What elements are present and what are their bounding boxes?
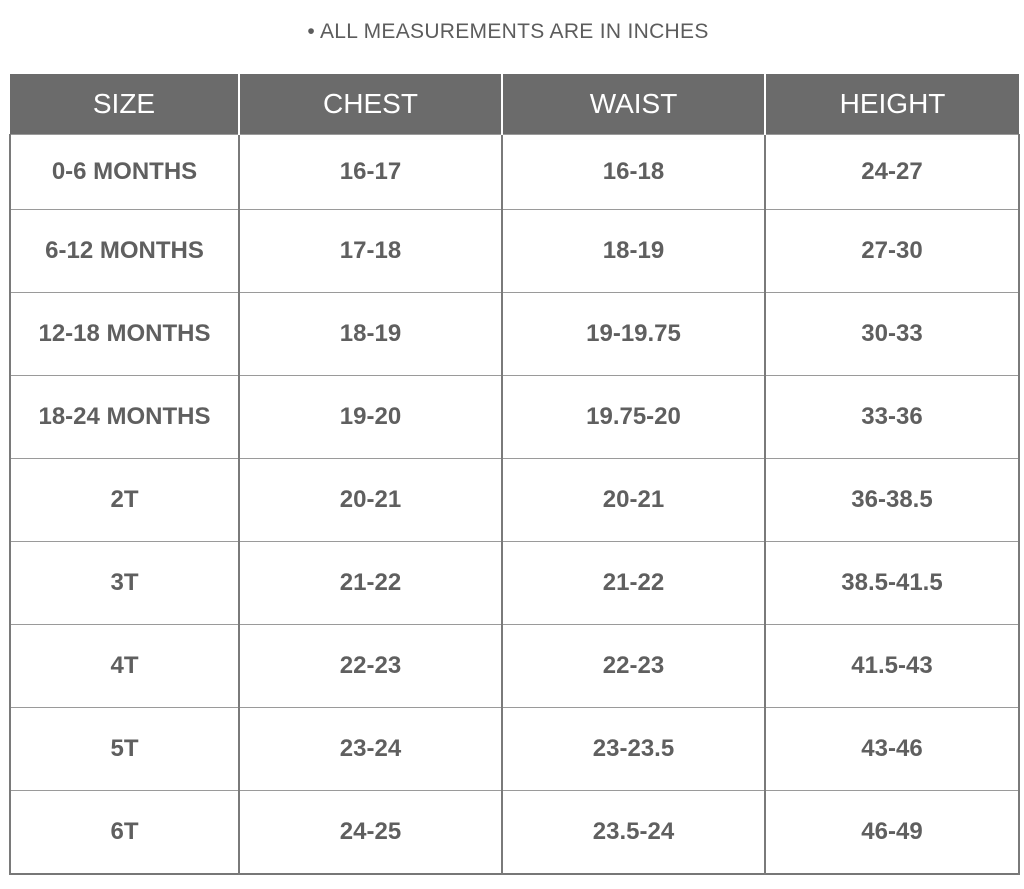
table-row: 18-24 MONTHS 19-20 19.75-20 33-36 — [9, 375, 1020, 459]
size-chart-table: SIZE CHEST WAIST HEIGHT 0-6 MONTHS 16-17… — [9, 74, 1020, 875]
chest-cell: 21-22 — [238, 541, 503, 625]
size-cell: 5T — [9, 707, 240, 791]
size-cell: 3T — [9, 541, 240, 625]
waist-cell: 22-23 — [501, 624, 766, 708]
table-row: 6-12 MONTHS 17-18 18-19 27-30 — [9, 209, 1020, 293]
table-row: 2T 20-21 20-21 36-38.5 — [9, 458, 1020, 542]
waist-cell: 20-21 — [501, 458, 766, 542]
table-row: 0-6 MONTHS 16-17 16-18 24-27 — [9, 134, 1020, 210]
height-cell: 30-33 — [764, 292, 1020, 376]
chest-cell: 17-18 — [238, 209, 503, 293]
height-cell: 33-36 — [764, 375, 1020, 459]
waist-cell: 18-19 — [501, 209, 766, 293]
header-chest: CHEST — [238, 74, 503, 135]
chest-cell: 19-20 — [238, 375, 503, 459]
size-cell: 4T — [9, 624, 240, 708]
chest-cell: 18-19 — [238, 292, 503, 376]
chest-cell: 20-21 — [238, 458, 503, 542]
height-cell: 27-30 — [764, 209, 1020, 293]
chest-cell: 16-17 — [238, 134, 503, 210]
waist-cell: 21-22 — [501, 541, 766, 625]
waist-cell: 23.5-24 — [501, 790, 766, 875]
height-cell: 24-27 — [764, 134, 1020, 210]
header-size: SIZE — [10, 74, 240, 135]
table-row: 4T 22-23 22-23 41.5-43 — [9, 624, 1020, 708]
size-cell: 6-12 MONTHS — [9, 209, 240, 293]
header-waist: WAIST — [501, 74, 766, 135]
size-cell: 6T — [9, 790, 240, 875]
chest-cell: 23-24 — [238, 707, 503, 791]
measurement-note: • ALL MEASUREMENTS ARE IN INCHES — [307, 20, 709, 43]
size-cell: 18-24 MONTHS — [9, 375, 240, 459]
header-row: SIZE CHEST WAIST HEIGHT — [10, 74, 1019, 135]
height-cell: 38.5-41.5 — [764, 541, 1020, 625]
waist-cell: 16-18 — [501, 134, 766, 210]
height-cell: 41.5-43 — [764, 624, 1020, 708]
waist-cell: 19.75-20 — [501, 375, 766, 459]
header-height: HEIGHT — [764, 74, 1019, 135]
table-row: 6T 24-25 23.5-24 46-49 — [9, 790, 1020, 875]
height-cell: 36-38.5 — [764, 458, 1020, 542]
chest-cell: 22-23 — [238, 624, 503, 708]
size-cell: 0-6 MONTHS — [9, 134, 240, 210]
height-cell: 46-49 — [764, 790, 1020, 875]
height-cell: 43-46 — [764, 707, 1020, 791]
table-row: 12-18 MONTHS 18-19 19-19.75 30-33 — [9, 292, 1020, 376]
size-cell: 12-18 MONTHS — [9, 292, 240, 376]
table-row: 3T 21-22 21-22 38.5-41.5 — [9, 541, 1020, 625]
size-cell: 2T — [9, 458, 240, 542]
table-row: 5T 23-24 23-23.5 43-46 — [9, 707, 1020, 791]
waist-cell: 23-23.5 — [501, 707, 766, 791]
chest-cell: 24-25 — [238, 790, 503, 875]
waist-cell: 19-19.75 — [501, 292, 766, 376]
